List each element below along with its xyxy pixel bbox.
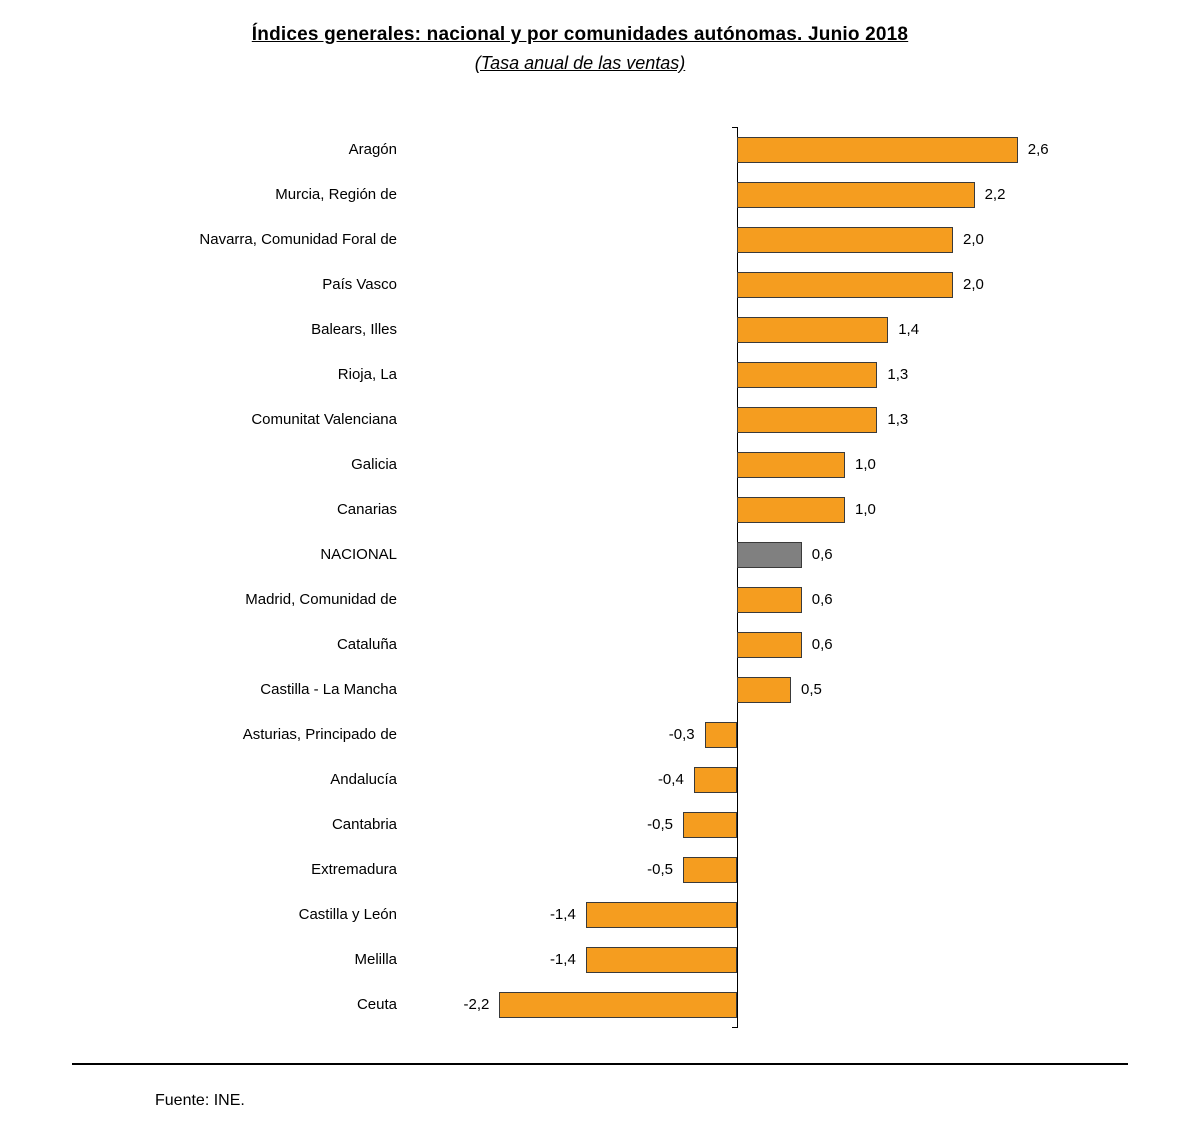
bar (683, 857, 737, 883)
value-label: -0,4 (657, 771, 684, 788)
category-label: Navarra, Comunidad Foral de (199, 231, 397, 248)
category-label: Madrid, Comunidad de (245, 591, 397, 608)
value-label: 1,0 (855, 456, 876, 473)
category-label: Aragón (348, 141, 397, 158)
bar (704, 722, 737, 748)
category-label: Canarias (336, 501, 397, 518)
value-label: 2,2 (984, 186, 1006, 203)
bar (585, 902, 737, 928)
bar (737, 587, 802, 613)
zero-axis (737, 127, 738, 1028)
value-label: -0,3 (668, 726, 695, 743)
category-label: Asturias, Principado de (242, 726, 397, 743)
category-label: Cataluña (336, 636, 397, 653)
bar (737, 452, 845, 478)
bar (499, 992, 737, 1018)
value-label: -1,4 (549, 906, 576, 923)
value-label: 1,0 (855, 501, 876, 518)
bar (737, 317, 889, 343)
value-label: 2,0 (963, 276, 984, 293)
value-label: 1,3 (887, 366, 909, 383)
value-label: 2,6 (1027, 141, 1049, 158)
category-label: Andalucía (330, 771, 397, 788)
category-label: Murcia, Región de (275, 186, 397, 203)
category-label: Castilla y León (298, 906, 397, 923)
bar (683, 812, 737, 838)
category-label: Galicia (351, 456, 397, 473)
footer-divider (72, 1063, 1128, 1065)
source-text: Fuente: INE. (155, 1092, 245, 1109)
value-label: 0,5 (801, 681, 822, 698)
category-label: Rioja, La (337, 366, 397, 383)
title-block: Índices generales: nacional y por comuni… (0, 24, 1160, 74)
value-label: 0,6 (811, 546, 833, 563)
bar (737, 272, 953, 298)
value-label: 1,3 (887, 411, 909, 428)
category-label: Balears, Illes (311, 321, 397, 338)
value-label: -2,2 (463, 996, 490, 1013)
bar (737, 632, 802, 658)
chart-title: Índices generales: nacional y por comuni… (251, 24, 909, 45)
value-label: 1,4 (898, 321, 920, 338)
axis-tick-top (732, 127, 737, 128)
bar (585, 947, 737, 973)
value-label: 2,0 (963, 231, 984, 248)
axis-tick-bottom (732, 1027, 737, 1028)
value-label: -0,5 (647, 816, 673, 833)
category-label: Ceuta (356, 996, 397, 1013)
bar (737, 182, 975, 208)
category-label: Castilla - La Mancha (260, 681, 397, 698)
category-label: Extremadura (311, 861, 397, 878)
category-label: País Vasco (322, 276, 397, 293)
value-label: -1,4 (549, 951, 576, 968)
bar-national (737, 542, 802, 568)
chart-subtitle: (Tasa anual de las ventas) (474, 53, 686, 73)
bar (737, 677, 791, 703)
value-label: 0,6 (811, 636, 833, 653)
bar (737, 497, 845, 523)
bar (737, 137, 1018, 163)
category-label: NACIONAL (320, 546, 397, 563)
bar (737, 227, 953, 253)
category-label: Cantabria (331, 816, 397, 833)
bar (737, 407, 878, 433)
category-label: Comunitat Valenciana (251, 411, 397, 428)
value-label: 0,6 (811, 591, 833, 608)
value-label: -0,5 (647, 861, 673, 878)
category-label: Melilla (354, 951, 397, 968)
bar (737, 362, 878, 388)
bar (693, 767, 737, 793)
